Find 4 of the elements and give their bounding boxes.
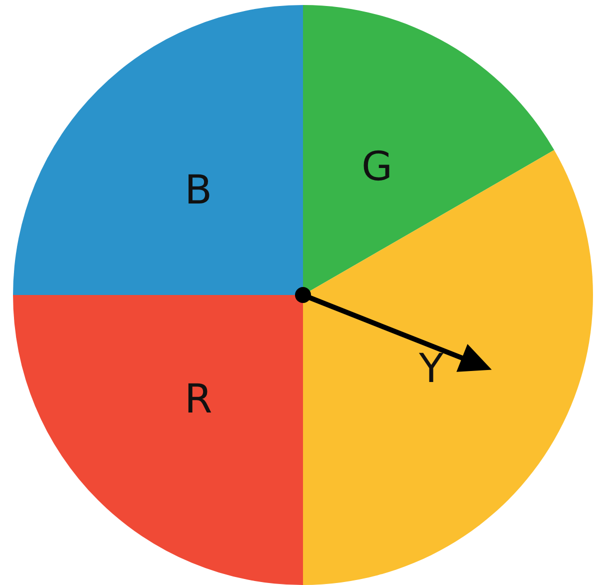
- slice-label: B: [184, 167, 212, 214]
- slice-label: R: [184, 376, 212, 423]
- slice-label: Y: [418, 346, 444, 392]
- slice-label: G: [362, 144, 393, 190]
